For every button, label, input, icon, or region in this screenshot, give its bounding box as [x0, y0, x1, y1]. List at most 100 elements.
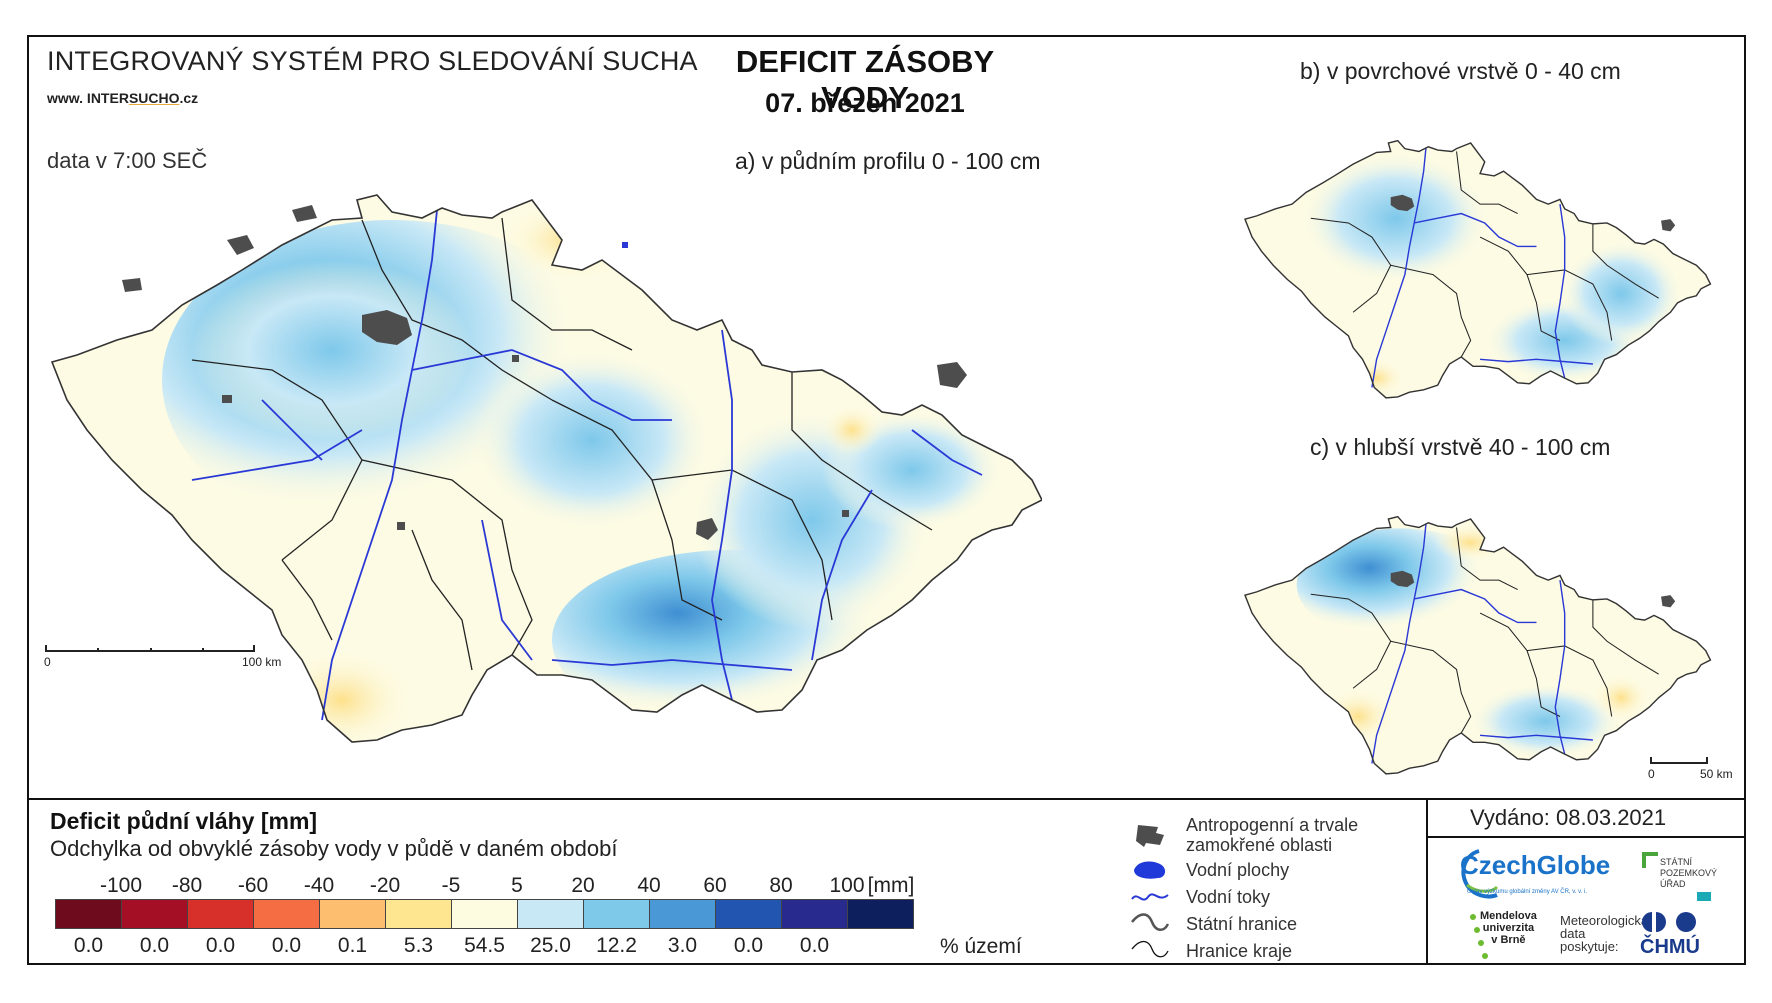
data-time: data v 7:00 SEČ [47, 148, 208, 173]
website-prefix: www. INTER [47, 90, 129, 106]
legend-swatch [781, 899, 848, 929]
legend-pct-value: 5.3 [403, 934, 434, 957]
map-c-label: c) v hlubší vrstvě 40 - 100 cm [1310, 434, 1611, 460]
legend-unit: [mm] [867, 874, 915, 897]
legend-swatch [253, 899, 320, 929]
legend-swatch [319, 899, 386, 929]
water-body-icon [1134, 861, 1166, 879]
legend-tick-label: 100 [829, 874, 865, 897]
czechglobe-subtitle: Ústav výzkumu globální změny AV ČR, v. v… [1467, 889, 1588, 895]
river-icon [1131, 893, 1169, 901]
legend-tick-label: -80 [171, 874, 203, 897]
legend-swatch [55, 899, 122, 929]
symbol-water: Vodní plochy [1130, 856, 1289, 884]
website-mid: SUCHO [128, 90, 180, 106]
website-link[interactable]: www. INTERSUCHO.cz [47, 90, 198, 106]
chmu-logo-icon [1642, 912, 1696, 932]
map-c [1244, 515, 1712, 775]
legend-tick-label: -20 [369, 874, 401, 897]
urban-area-icon [1136, 825, 1164, 847]
legend-pct-value: 25.0 [530, 934, 571, 957]
system-title: INTEGROVANÝ SYSTÉM PRO SLEDOVÁNÍ SUCHA [47, 46, 698, 76]
mendelu-dots-icon [1470, 914, 1488, 959]
mendelu-line1: Mendelova [1480, 910, 1537, 922]
legend-swatch [121, 899, 188, 929]
water-bodies-label: Vodní plochy [1186, 860, 1290, 880]
map-b [1244, 139, 1712, 399]
legend-pct-value: 0.0 [271, 934, 302, 957]
legend-tick-label: -60 [237, 874, 269, 897]
legend-pct-value: 12.2 [596, 934, 637, 957]
legend-swatch [517, 899, 584, 929]
legend-swatch [583, 899, 650, 929]
scale-a-end: 100 km [242, 655, 281, 669]
spu-line2: POZEMKOVÝ [1660, 868, 1718, 878]
spu-line1: STÁTNÍ [1660, 857, 1693, 867]
legend-swatch [847, 899, 914, 929]
urban-label-line1: Antropogenní a trvale [1186, 815, 1359, 835]
met-data-text: Meteorologická data poskytuje: [1560, 914, 1648, 953]
legend-pct-value: 0.0 [73, 934, 104, 957]
scale-small-start: 0 [1648, 767, 1655, 781]
legend-pct-value: 0.0 [205, 934, 236, 957]
legend-pct-value: 0.0 [799, 934, 830, 957]
legend-tick-label: -100 [99, 874, 143, 897]
scale-a-start: 0 [44, 655, 51, 669]
legend-swatch [187, 899, 254, 929]
legend-tick-label: 80 [769, 874, 793, 897]
map-b-label: b) v povrchové vrstvě 0 - 40 cm [1300, 58, 1621, 84]
legend-tick-label: 60 [703, 874, 727, 897]
state-border-label: Státní hranice [1186, 914, 1298, 934]
legend-pct-value: 54.5 [464, 934, 505, 957]
region-border-icon [1131, 940, 1169, 958]
legend-tick-label: 40 [637, 874, 661, 897]
scale-small-end: 50 km [1700, 767, 1733, 781]
scale-bar-small: 0 50 km [1648, 757, 1733, 781]
met-line1: Meteorologická [1560, 913, 1649, 928]
mendelu-logo-text: Mendelova univerzita v Brně [1480, 910, 1537, 946]
mendelu-line2: univerzita [1482, 922, 1535, 934]
main-title: DEFICIT ZÁSOBY VODY [735, 44, 995, 115]
legend-pct-value: 0.0 [733, 934, 764, 957]
scale-bar-a: 0 100 km [44, 645, 281, 669]
czechglobe-name: CzechGlobe [1460, 850, 1611, 880]
legend-tick-label: -40 [303, 874, 335, 897]
legend-pct-label: % území [940, 935, 1022, 958]
legend-pct-value: 0.1 [337, 934, 368, 957]
legend-swatch [649, 899, 716, 929]
legend-title: Deficit půdní vláhy [mm] [50, 808, 318, 834]
footer-divider-horizontal [1426, 836, 1746, 838]
issued-date: Vydáno: 08.03.2021 [1470, 805, 1667, 830]
footer-divider-vertical [1426, 798, 1428, 965]
legend-percentages: 0.0 0.0 0.0 0.0 0.1 5.3 54.5 25.0 12.2 3.0 0.0 0.0 [50, 934, 950, 960]
spu-logo-text: STÁTNÍ POZEMKOVÝ ÚŘAD [1660, 857, 1717, 890]
legend-swatch [715, 899, 782, 929]
symbol-region-border: Hranice kraje [1130, 937, 1292, 965]
mendelu-line3: v Brně [1491, 934, 1526, 946]
legend-tick-label: -5 [441, 874, 461, 897]
region-border-label: Hranice kraje [1186, 941, 1293, 961]
czechglobe-logo [1461, 849, 1499, 899]
spu-accent-square [1697, 892, 1711, 901]
urban-label-line2: zamokřené oblasti [1186, 835, 1333, 855]
legend-divider [27, 798, 1746, 800]
state-border-icon [1131, 913, 1170, 931]
legend-subtitle: Odchylka od obvyklé zásoby vody v půdě v… [50, 836, 618, 861]
website-suffix: .cz [179, 90, 199, 106]
legend-color-bar [55, 899, 914, 929]
met-line2: data [1560, 926, 1586, 941]
rivers-label: Vodní toky [1186, 887, 1271, 907]
spu-line3: ÚŘAD [1660, 879, 1686, 889]
legend-swatch [385, 899, 452, 929]
chmu-logo-text: ČHMÚ [1640, 936, 1700, 958]
symbol-rivers: Vodní toky [1130, 883, 1270, 911]
symbol-state-border: Státní hranice [1130, 910, 1297, 938]
legend-pct-value: 3.0 [667, 934, 698, 957]
legend-tick-label: 5 [511, 874, 523, 897]
legend-pct-value: 0.0 [139, 934, 170, 957]
main-date: 07. březen 2021 [765, 88, 965, 118]
symbol-urban: Antropogenní a trvale zamokřené oblasti [1130, 813, 1358, 857]
spu-logo-icon [1642, 852, 1658, 868]
met-line3: poskytuje: [1560, 939, 1619, 954]
legend-tick-label: 20 [571, 874, 595, 897]
